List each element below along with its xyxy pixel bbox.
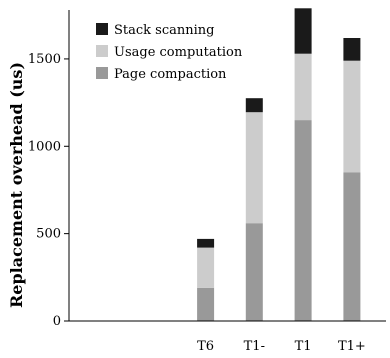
legend-label-usage-computation: Usage computation [114, 45, 243, 60]
legend-swatch-usage-computation [96, 45, 108, 57]
bar-page-compaction-T1 [294, 120, 312, 321]
bars-group [197, 8, 361, 321]
y-tick-label-500: 500 [36, 227, 61, 242]
x-tick-label-T1-: T1- [244, 339, 265, 354]
bar-stack-scanning-T1+ [343, 38, 361, 61]
y-tick-label-1000: 1000 [28, 139, 61, 154]
bar-page-compaction-T1- [245, 223, 263, 321]
legend-swatch-stack-scanning [96, 23, 108, 35]
legend-label-stack-scanning: Stack scanning [114, 23, 214, 38]
legend: Stack scanning Usage computation Page comp… [96, 23, 243, 82]
y-tick-label-1500: 1500 [28, 52, 61, 67]
bar-stack-scanning-T1 [294, 8, 312, 54]
bar-usage-computation-T1 [294, 53, 312, 121]
bar-page-compaction-T6 [197, 287, 215, 321]
bar-usage-computation-T1+ [343, 60, 361, 173]
bar-usage-computation-T1- [245, 112, 263, 224]
x-tick-label-T6: T6 [197, 339, 214, 354]
axes-group: 0 500 1000 1500 T6 T1- T1 T1+ [28, 10, 386, 354]
y-tick-label-0: 0 [53, 314, 61, 329]
x-tick-label-T1+: T1+ [338, 339, 366, 354]
bar-page-compaction-T1+ [343, 172, 361, 321]
x-tick-label-T1: T1 [295, 339, 312, 354]
legend-label-page-compaction: Page compaction [114, 67, 227, 82]
y-axis-title: Replacement overhead (us) [7, 62, 26, 308]
bar-usage-computation-T6 [197, 247, 215, 288]
bar-stack-scanning-T1- [245, 98, 263, 113]
bar-stack-scanning-T6 [197, 238, 215, 248]
legend-swatch-page-compaction [96, 67, 108, 79]
